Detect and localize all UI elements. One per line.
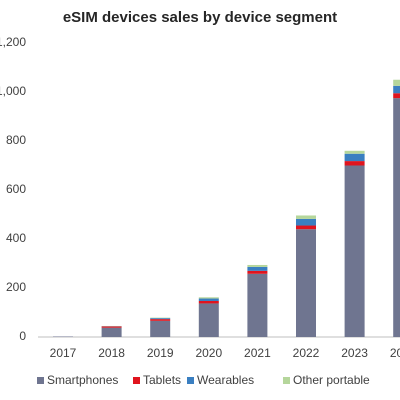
legend-label: Tablets — [143, 373, 181, 387]
bar-segment — [296, 225, 316, 230]
legend-swatch — [37, 377, 44, 384]
x-tick-label: 2023 — [341, 346, 368, 360]
bar-segment — [101, 327, 122, 337]
bar-segment — [247, 270, 268, 274]
bar-segment — [198, 303, 219, 337]
bar-segment — [296, 218, 316, 226]
bar-segment — [150, 320, 171, 337]
y-tick-label: 200 — [6, 280, 26, 294]
bar-segment — [344, 150, 365, 154]
bar-segment — [393, 93, 400, 99]
y-tick-label: 1,200 — [0, 35, 26, 49]
x-tick-label: 2018 — [98, 346, 125, 360]
legend-swatch — [283, 377, 290, 384]
bar-segment — [247, 273, 268, 337]
bar-segment — [150, 318, 171, 320]
bar-segment — [344, 161, 365, 166]
y-tick-label: 600 — [6, 182, 26, 196]
bar-segment — [296, 229, 316, 337]
bar-segment — [393, 79, 400, 86]
legend-label: Smartphones — [47, 373, 118, 387]
chart-title: eSIM devices sales by device segment — [63, 9, 337, 26]
legend-swatch — [133, 377, 140, 384]
legend-label: Wearables — [197, 373, 254, 387]
bar-segment — [247, 264, 268, 267]
x-tick-label: 2020 — [195, 346, 222, 360]
bar-segment — [150, 319, 171, 321]
bar-segment — [393, 98, 400, 337]
y-tick-label: 800 — [6, 133, 26, 147]
bar-segment — [344, 153, 365, 162]
bar-segment — [344, 165, 365, 337]
x-tick-label: 2017 — [50, 346, 77, 360]
bar-segment — [393, 85, 400, 94]
x-tick-label: 2024 — [390, 346, 400, 360]
y-tick-label: 1,000 — [0, 84, 26, 98]
legend-label: Other portable — [293, 373, 370, 387]
bar-segment — [198, 298, 219, 301]
bar-segment — [296, 215, 316, 219]
bar-segment — [247, 266, 268, 271]
bar-segment — [101, 326, 122, 328]
x-tick-label: 2019 — [147, 346, 174, 360]
bar-segment — [198, 297, 219, 299]
x-tick-label: 2021 — [244, 346, 271, 360]
bar-segment — [198, 300, 219, 304]
legend-swatch — [187, 377, 194, 384]
y-tick-label: 400 — [6, 231, 26, 245]
x-tick-label: 2022 — [293, 346, 320, 360]
y-tick-label: 0 — [19, 329, 26, 343]
